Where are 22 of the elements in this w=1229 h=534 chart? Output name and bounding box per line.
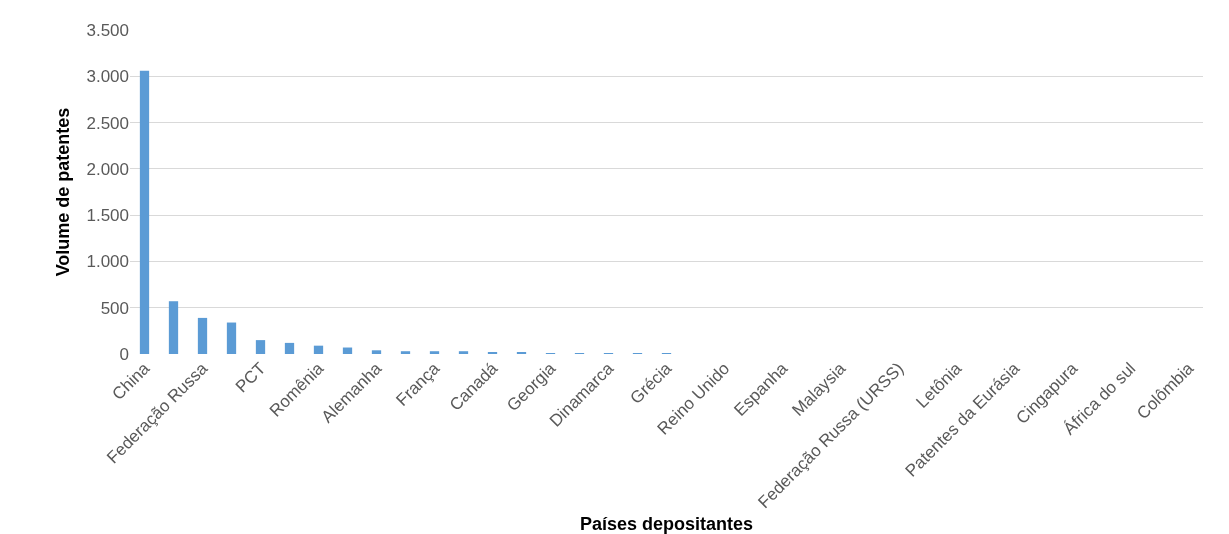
y-tick-label: 500	[100, 298, 129, 318]
bar	[226, 322, 237, 354]
y-tick-label: 0	[119, 344, 129, 364]
y-tick-label: 1.000	[86, 252, 129, 272]
bar	[284, 342, 295, 354]
bar	[371, 350, 382, 354]
bar	[429, 351, 440, 354]
bar	[400, 351, 411, 354]
bar	[139, 70, 150, 354]
bar	[458, 351, 469, 354]
y-tick-label: 2.000	[86, 159, 129, 179]
bar	[255, 340, 266, 354]
x-axis-title: Países depositantes	[579, 514, 754, 534]
bar	[197, 317, 208, 354]
y-tick-label: 3.000	[86, 67, 129, 87]
y-axis-title: Volume de patentes	[52, 107, 73, 277]
bar	[168, 301, 179, 354]
bar	[313, 345, 324, 354]
y-tick-label: 1.500	[86, 206, 129, 226]
y-tick-label: 2.500	[86, 113, 129, 133]
y-tick-label: 3.500	[86, 20, 129, 40]
bar	[342, 347, 353, 354]
